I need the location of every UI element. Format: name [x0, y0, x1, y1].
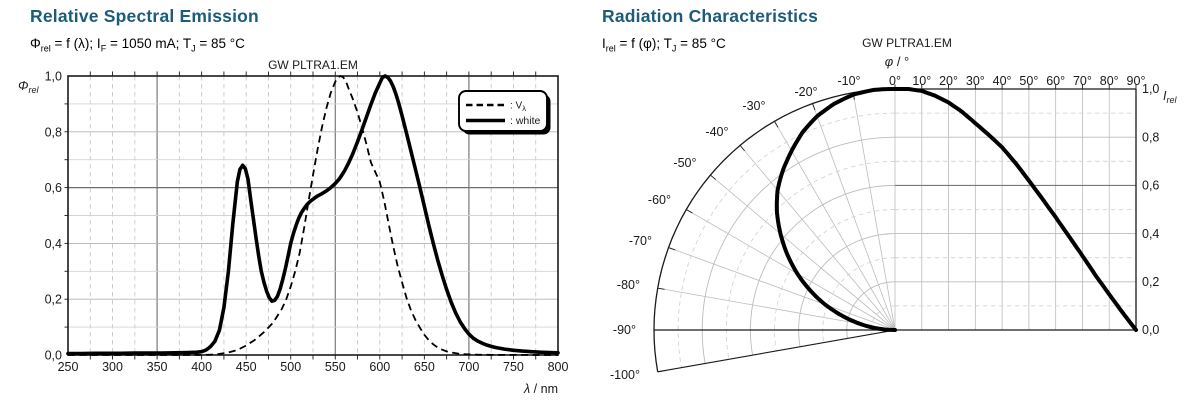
left-chart-watermark: GW PLTRA1.EM [268, 58, 358, 72]
svg-text:-30°: -30° [742, 99, 765, 113]
right-chart-grid [657, 89, 1136, 368]
curve-v-lambda [68, 74, 559, 356]
svg-text:0,2: 0,2 [45, 293, 62, 307]
left-x-axis-label: λ / nm [523, 382, 558, 396]
svg-text:40°: 40° [993, 74, 1012, 88]
svg-text:20°: 20° [939, 74, 958, 88]
right-chart-watermark: GW PLTRA1.EM [862, 36, 952, 50]
svg-text:70°: 70° [1073, 74, 1092, 88]
svg-text:GW PLTRA1.EM: GW PLTRA1.EM [862, 36, 952, 50]
svg-text:30°: 30° [966, 74, 985, 88]
svg-text:0°: 0° [889, 74, 901, 88]
svg-text:0,0: 0,0 [1142, 323, 1159, 337]
svg-text:-50°: -50° [673, 156, 696, 170]
svg-text:350: 350 [147, 360, 168, 374]
svg-text:90°: 90° [1127, 74, 1146, 88]
svg-text:400: 400 [191, 360, 212, 374]
svg-text:-90°: -90° [613, 323, 636, 337]
svg-text:-60°: -60° [648, 193, 671, 207]
svg-text:80°: 80° [1100, 74, 1119, 88]
left-chart-legend: : Vλ: white [458, 90, 551, 135]
svg-text:750: 750 [503, 360, 524, 374]
svg-text:500: 500 [280, 360, 301, 374]
svg-text:-20°: -20° [794, 85, 817, 99]
legend-label-v-lambda: : Vλ [510, 101, 526, 114]
svg-text:300: 300 [102, 360, 123, 374]
svg-text:0,0: 0,0 [45, 349, 62, 363]
left-y-axis-label: Φrel [18, 79, 39, 95]
right-chart-curve [774, 87, 1138, 332]
svg-text:0,2: 0,2 [1142, 275, 1159, 289]
svg-text:700: 700 [458, 360, 479, 374]
right-chart-labels: 0° 10° 20° 30° 40° 50° 60° 70° 80° 90° -10° -20° -30… [610, 54, 1178, 382]
left-chart-title: Relative Spectral Emission [30, 6, 259, 26]
left-chart-header: Relative Spectral Emission Φrel = f (λ);… [30, 6, 259, 54]
svg-text:1,0: 1,0 [45, 70, 62, 84]
left-chart-curves [66, 74, 560, 356]
svg-text:600: 600 [369, 360, 390, 374]
svg-text:650: 650 [414, 360, 435, 374]
left-chart-axis-labels: 250 300 350 400 450 500 550 600 650 700 750 800 1,0 0… [18, 70, 568, 397]
svg-text:1,0: 1,0 [1142, 82, 1159, 96]
svg-text:-70°: -70° [629, 234, 652, 248]
right-scale-label: Irel [1163, 89, 1177, 105]
right-top-axis-label: φ / ° [885, 54, 910, 69]
svg-text:0,4: 0,4 [1142, 227, 1159, 241]
svg-text:50°: 50° [1019, 74, 1038, 88]
right-chart-subtitle: Irel = f (φ); TJ = 85 °C [602, 36, 726, 54]
svg-text:GW PLTRA1.EM: GW PLTRA1.EM [268, 58, 358, 72]
svg-text:0,8: 0,8 [1142, 130, 1159, 144]
svg-text:60°: 60° [1046, 74, 1065, 88]
svg-text:-100°: -100° [610, 368, 640, 382]
svg-text:450: 450 [236, 360, 257, 374]
svg-text:0,6: 0,6 [1142, 179, 1159, 193]
svg-text:250: 250 [58, 360, 79, 374]
curve-white [66, 74, 560, 356]
svg-text:-80°: -80° [617, 278, 640, 292]
left-chart-axes [64, 71, 559, 360]
svg-text:0,8: 0,8 [45, 125, 62, 139]
left-chart-subtitle: Φrel = f (λ); IF = 1050 mA; TJ = 85 °C [30, 36, 245, 54]
svg-text:-40°: -40° [705, 125, 728, 139]
svg-text:0,6: 0,6 [45, 181, 62, 195]
svg-text:10°: 10° [912, 74, 931, 88]
svg-text:800: 800 [548, 360, 569, 374]
svg-text:550: 550 [325, 360, 346, 374]
svg-text:0,4: 0,4 [45, 237, 62, 251]
right-chart-title: Radiation Characteristics [602, 6, 819, 26]
svg-text:-10°: -10° [837, 74, 860, 88]
curve-radiation-pattern [774, 87, 1138, 332]
right-chart-header: Radiation Characteristics Irel = f (φ); … [602, 6, 818, 54]
legend-label-white: : white [510, 115, 541, 127]
